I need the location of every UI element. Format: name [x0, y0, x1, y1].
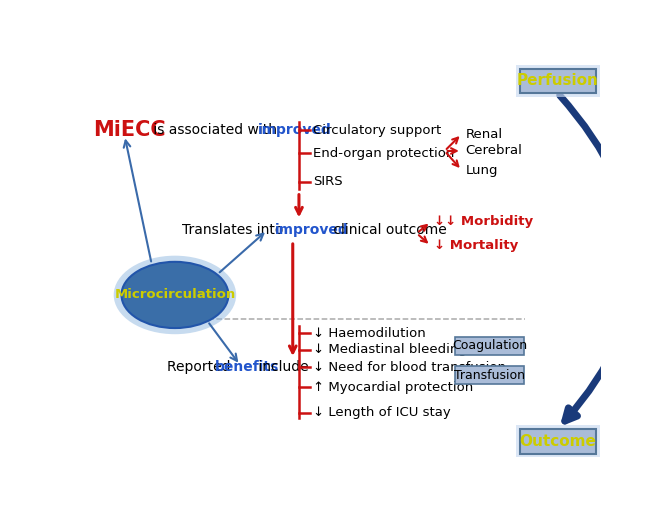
FancyBboxPatch shape — [520, 69, 596, 93]
Text: clinical outcome: clinical outcome — [329, 223, 447, 237]
FancyBboxPatch shape — [455, 336, 524, 355]
Text: Microcirculation: Microcirculation — [114, 289, 236, 302]
Text: ↑ Myocardial protection: ↑ Myocardial protection — [313, 381, 473, 394]
Text: ↓ Mortality: ↓ Mortality — [434, 239, 518, 252]
Text: include: include — [254, 360, 309, 374]
Text: improved: improved — [275, 223, 349, 237]
Text: Coagulation: Coagulation — [452, 339, 527, 352]
Text: Outcome: Outcome — [519, 434, 597, 449]
Text: Lung: Lung — [466, 164, 498, 177]
FancyArrowPatch shape — [560, 95, 635, 421]
FancyBboxPatch shape — [516, 64, 600, 97]
Text: ↓ Mediastinal bleeding: ↓ Mediastinal bleeding — [313, 343, 467, 356]
Text: ↓ Need for blood transfusion: ↓ Need for blood transfusion — [313, 361, 506, 374]
Text: is associated with: is associated with — [148, 123, 281, 137]
Text: benefits: benefits — [215, 360, 279, 374]
Text: End-organ protection: End-organ protection — [313, 147, 454, 160]
Text: improved: improved — [258, 123, 331, 137]
Text: Perfusion: Perfusion — [517, 73, 599, 88]
Text: SIRS: SIRS — [313, 175, 343, 188]
Text: Cerebral: Cerebral — [466, 145, 522, 158]
Text: Reported: Reported — [167, 360, 235, 374]
FancyBboxPatch shape — [455, 366, 524, 384]
FancyBboxPatch shape — [520, 429, 596, 453]
FancyBboxPatch shape — [516, 425, 600, 458]
Text: MiECC: MiECC — [93, 120, 166, 140]
Text: ↓↓ Morbidity: ↓↓ Morbidity — [434, 215, 533, 228]
Text: ↓ Haemodilution: ↓ Haemodilution — [313, 327, 426, 340]
Text: Circulatory support: Circulatory support — [313, 124, 441, 137]
Text: Transfusion: Transfusion — [454, 369, 525, 382]
Text: Translates into: Translates into — [182, 223, 288, 237]
Ellipse shape — [114, 256, 236, 334]
Text: ↓ Length of ICU stay: ↓ Length of ICU stay — [313, 406, 451, 419]
Text: Renal: Renal — [466, 127, 503, 140]
Ellipse shape — [122, 262, 228, 328]
